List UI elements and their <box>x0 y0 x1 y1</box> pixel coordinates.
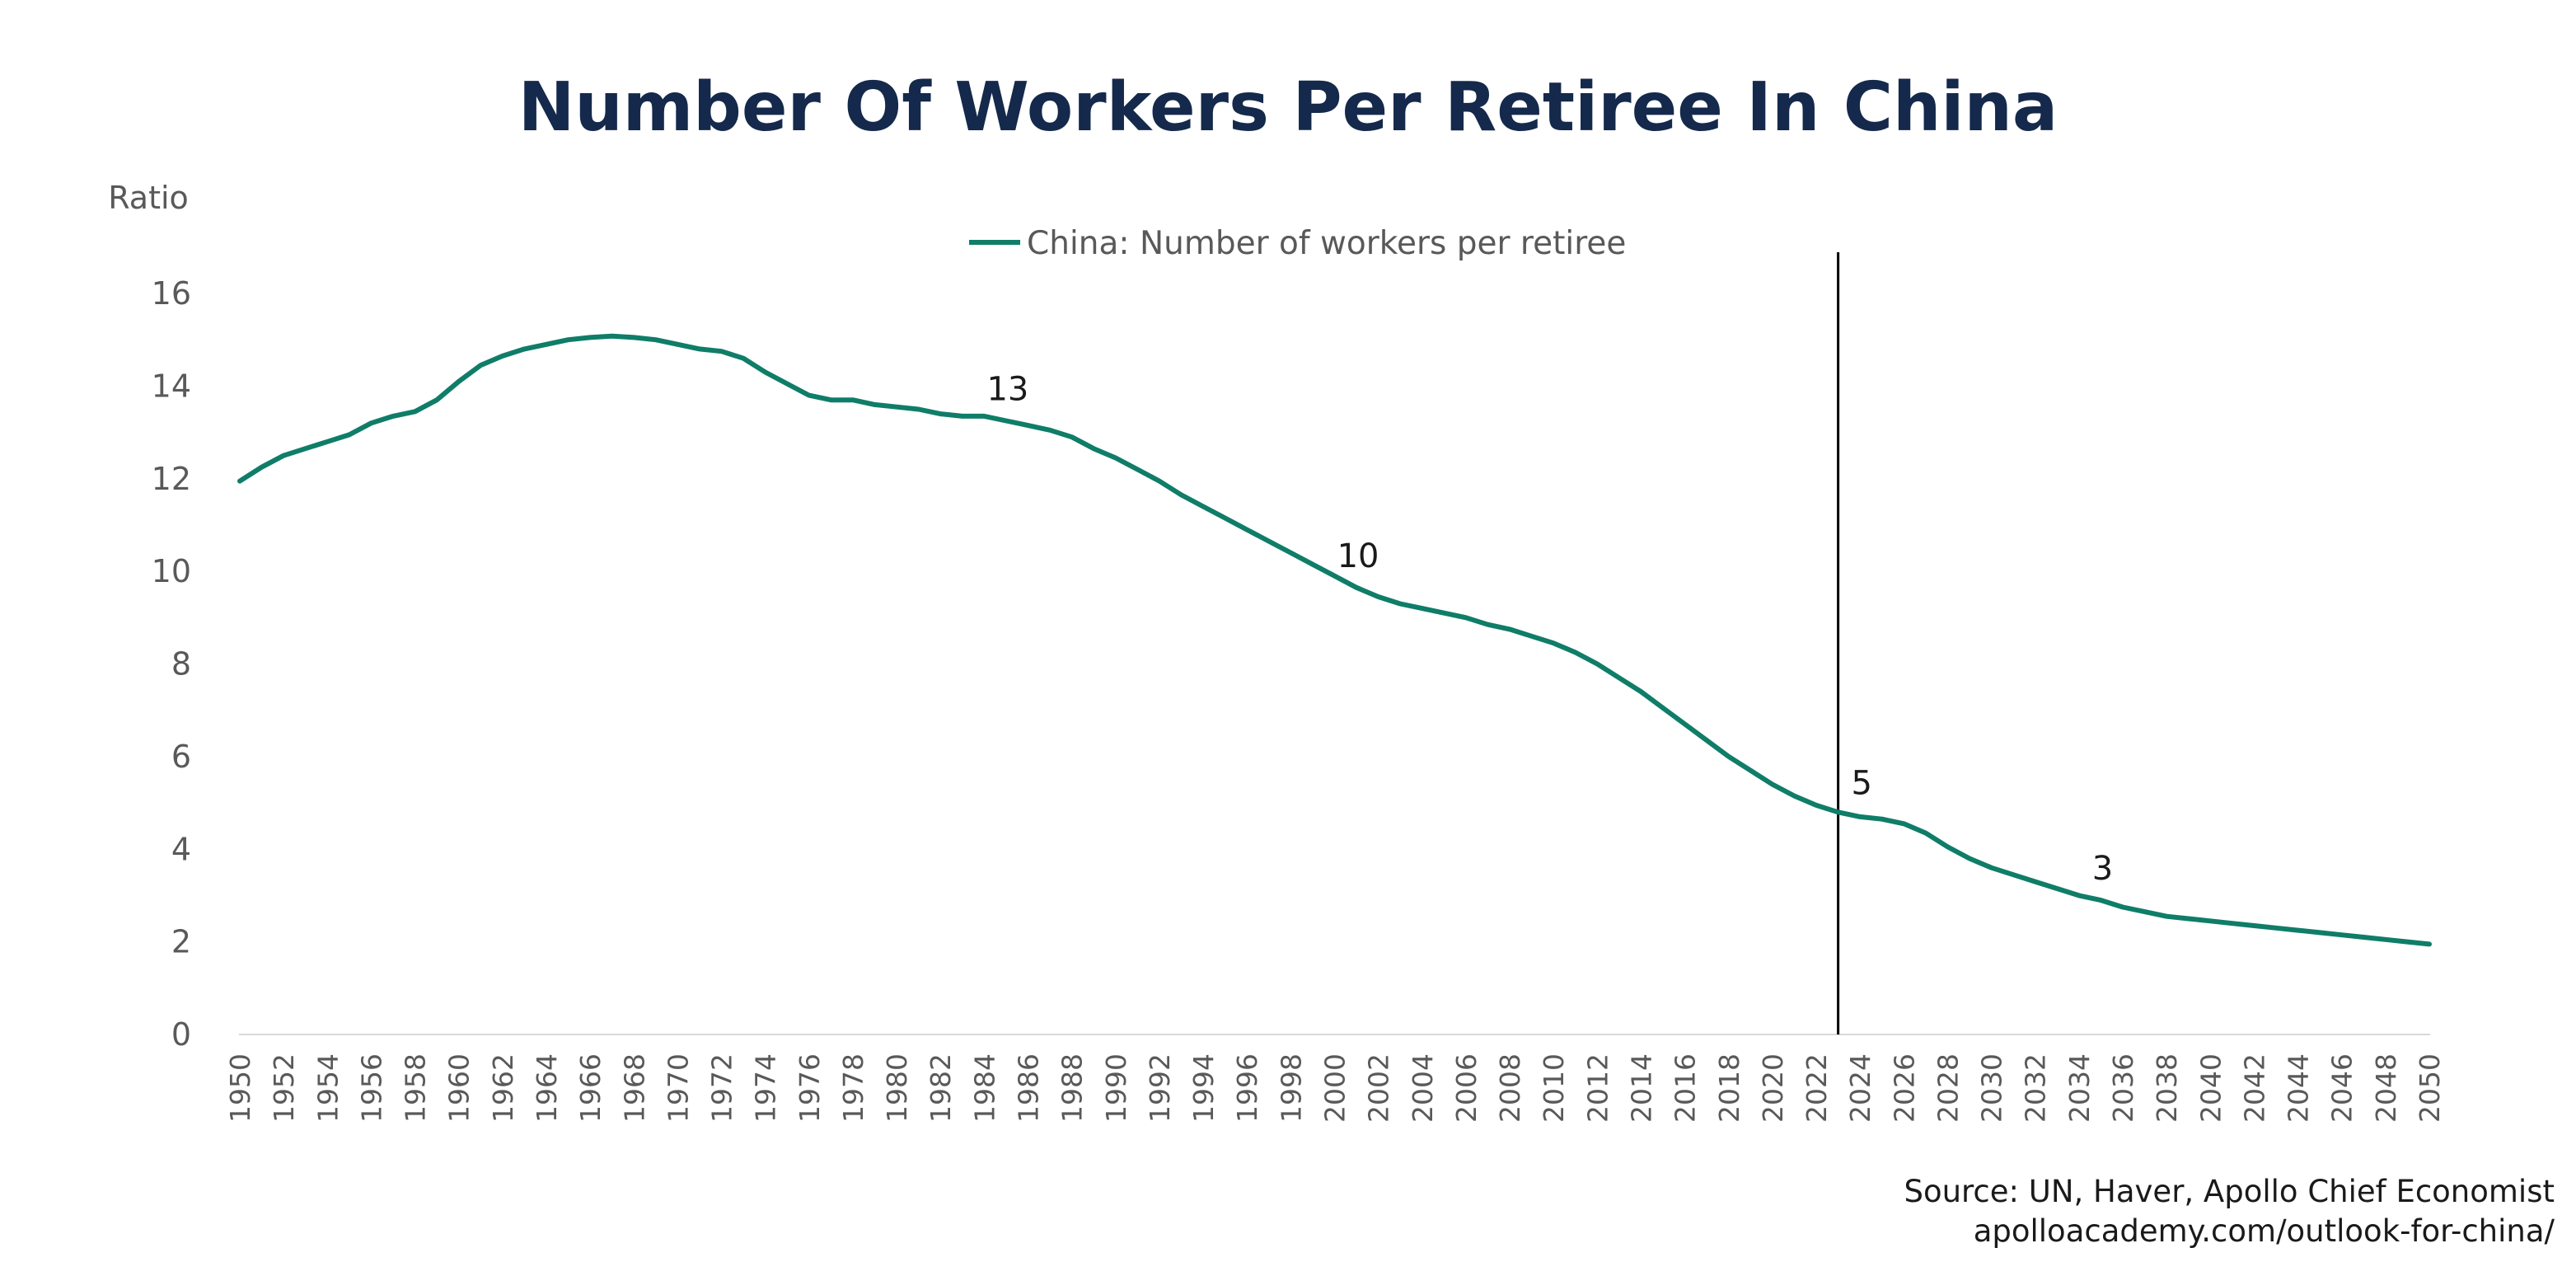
x-tick-label: 1964 <box>531 1053 563 1123</box>
x-tick-label: 1954 <box>311 1053 344 1123</box>
x-tick-label: 2050 <box>2414 1053 2446 1123</box>
x-tick-label: 1950 <box>224 1053 256 1123</box>
y-tick-label: 2 <box>171 924 191 960</box>
x-tick-label: 2018 <box>1713 1053 1745 1123</box>
x-axis-ticks: 1950 1952 1954 1956 1958 1960 1962 1964 1966 1968… <box>224 1053 2446 1123</box>
chart-title: Number Of Workers Per Retiree In China <box>518 68 2058 147</box>
x-tick-label: 1952 <box>268 1053 300 1123</box>
x-tick-label: 1958 <box>400 1053 432 1123</box>
x-tick-label: 1956 <box>355 1053 387 1123</box>
data-label: 3 <box>2092 850 2113 888</box>
y-tick-label: 10 <box>152 553 191 589</box>
x-tick-label: 2034 <box>2063 1053 2096 1123</box>
x-tick-label: 1982 <box>925 1053 957 1123</box>
x-tick-label: 1976 <box>794 1053 826 1123</box>
x-tick-label: 2046 <box>2326 1053 2358 1123</box>
x-tick-label: 2016 <box>1670 1053 1702 1123</box>
x-tick-label: 2028 <box>1932 1053 1964 1123</box>
x-tick-label: 2044 <box>2283 1053 2315 1123</box>
x-tick-label: 1994 <box>1187 1053 1220 1123</box>
legend: China: Number of workers per retiree <box>969 225 1626 262</box>
data-label: 5 <box>1851 764 1871 802</box>
x-tick-label: 2000 <box>1319 1053 1351 1123</box>
x-tick-label: 2042 <box>2238 1053 2270 1123</box>
y-axis-ticks: 0 2 4 6 8 10 12 14 16 <box>152 275 191 1053</box>
x-tick-label: 2038 <box>2151 1053 2183 1123</box>
y-tick-label: 6 <box>171 739 191 775</box>
x-tick-label: 2026 <box>1888 1053 1920 1123</box>
y-tick-label: 0 <box>171 1016 191 1053</box>
x-tick-label: 1992 <box>1144 1053 1176 1123</box>
x-tick-label: 1970 <box>662 1053 694 1123</box>
x-tick-label: 2030 <box>1976 1053 2008 1123</box>
data-label: 10 <box>1337 537 1379 575</box>
y-tick-label: 4 <box>171 831 191 867</box>
x-tick-label: 2002 <box>1363 1053 1395 1123</box>
source-note: Source: UN, Haver, Apollo Chief Economis… <box>1904 1174 2555 1209</box>
x-tick-label: 2004 <box>1407 1053 1439 1123</box>
x-tick-label: 2036 <box>2107 1053 2139 1123</box>
x-tick-label: 2032 <box>2020 1053 2052 1123</box>
x-tick-label: 2022 <box>1801 1053 1833 1123</box>
series-line-workers-per-retiree <box>237 333 2432 947</box>
x-tick-label: 2006 <box>1450 1053 1482 1123</box>
x-tick-label: 2048 <box>2370 1053 2402 1123</box>
x-tick-label: 1972 <box>706 1053 738 1123</box>
y-tick-label: 16 <box>152 275 191 312</box>
x-tick-label: 1968 <box>618 1053 650 1123</box>
x-tick-label: 1966 <box>574 1053 607 1123</box>
x-tick-label: 1988 <box>1056 1053 1089 1123</box>
x-tick-label: 2020 <box>1757 1053 1789 1123</box>
y-tick-label: 14 <box>152 368 191 404</box>
x-tick-label: 1960 <box>443 1053 475 1123</box>
data-label: 13 <box>986 371 1028 409</box>
x-tick-label: 2024 <box>1844 1053 1876 1123</box>
y-axis-label: Ratio <box>108 180 189 216</box>
x-tick-label: 1962 <box>487 1053 519 1123</box>
x-tick-label: 1984 <box>968 1053 1000 1123</box>
source-url: apolloacademy.com/outlook-for-china/ <box>1974 1213 2555 1249</box>
x-tick-label: 2010 <box>1538 1053 1570 1123</box>
x-tick-label: 1978 <box>837 1053 869 1123</box>
x-tick-label: 1980 <box>881 1053 913 1123</box>
data-annotations: 13 10 5 3 <box>986 371 2113 889</box>
x-tick-label: 1996 <box>1231 1053 1263 1123</box>
y-tick-label: 8 <box>171 646 191 683</box>
x-tick-label: 2040 <box>2194 1053 2227 1123</box>
x-tick-label: 1986 <box>1013 1053 1045 1123</box>
y-tick-label: 12 <box>152 461 191 497</box>
x-tick-label: 2008 <box>1494 1053 1526 1123</box>
x-tick-label: 2014 <box>1625 1053 1657 1123</box>
x-tick-label: 1998 <box>1275 1053 1307 1123</box>
x-tick-label: 1974 <box>750 1053 782 1123</box>
legend-label: China: Number of workers per retiree <box>1027 225 1626 262</box>
x-tick-label: 2012 <box>1581 1053 1614 1123</box>
x-tick-label: 1990 <box>1100 1053 1132 1123</box>
